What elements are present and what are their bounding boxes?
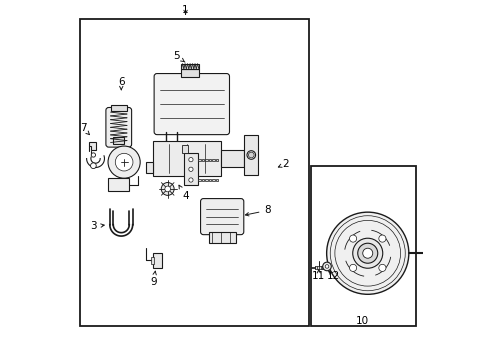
Text: 2: 2	[278, 159, 288, 169]
Bar	[151, 257, 154, 264]
Bar	[216, 179, 218, 181]
Bar	[208, 158, 211, 161]
Circle shape	[246, 151, 255, 159]
Circle shape	[161, 183, 174, 195]
FancyBboxPatch shape	[200, 199, 244, 235]
Text: 9: 9	[150, 271, 156, 287]
Bar	[216, 158, 218, 161]
Text: 11: 11	[311, 271, 325, 281]
Bar	[201, 158, 203, 161]
Bar	[183, 153, 198, 185]
Bar	[153, 141, 221, 176]
Circle shape	[362, 248, 372, 258]
Bar	[205, 158, 207, 161]
Circle shape	[91, 153, 95, 157]
Bar	[201, 179, 203, 181]
Circle shape	[188, 167, 193, 171]
Polygon shape	[89, 143, 96, 150]
Bar	[198, 179, 200, 181]
Polygon shape	[146, 162, 153, 173]
Circle shape	[188, 157, 193, 162]
Bar	[180, 64, 199, 69]
Text: 8: 8	[245, 205, 270, 216]
Circle shape	[188, 178, 193, 182]
Bar	[212, 158, 214, 161]
Text: 1: 1	[182, 5, 188, 15]
Bar	[208, 179, 211, 181]
FancyBboxPatch shape	[154, 73, 229, 135]
Bar	[111, 105, 126, 111]
Bar	[208, 232, 235, 243]
Circle shape	[325, 265, 328, 268]
Bar	[212, 179, 214, 181]
Circle shape	[164, 186, 170, 192]
Bar	[244, 135, 258, 175]
Text: 3: 3	[90, 221, 104, 231]
Circle shape	[349, 264, 356, 271]
Bar	[153, 253, 162, 267]
Circle shape	[357, 243, 377, 263]
Text: 5: 5	[173, 51, 184, 62]
Bar	[198, 158, 200, 161]
Bar	[425, 252, 429, 255]
Text: 10: 10	[355, 316, 368, 326]
Text: 7: 7	[80, 123, 89, 135]
Circle shape	[378, 264, 385, 271]
Circle shape	[248, 152, 254, 158]
Circle shape	[349, 235, 356, 242]
Circle shape	[115, 153, 133, 171]
Bar	[221, 150, 244, 167]
Circle shape	[108, 146, 140, 178]
Bar	[108, 178, 129, 191]
Circle shape	[378, 235, 385, 242]
Bar	[182, 145, 188, 153]
Text: 12: 12	[326, 271, 339, 281]
Bar	[181, 68, 198, 77]
Circle shape	[352, 238, 382, 268]
Circle shape	[322, 262, 331, 271]
Bar	[315, 266, 324, 269]
FancyBboxPatch shape	[106, 108, 131, 147]
Circle shape	[326, 212, 408, 294]
Bar	[310, 166, 415, 327]
Bar	[80, 19, 308, 327]
Text: 6: 6	[118, 77, 124, 90]
Bar	[205, 179, 207, 181]
Circle shape	[90, 163, 96, 168]
Text: 4: 4	[179, 185, 188, 201]
Bar	[113, 137, 124, 144]
